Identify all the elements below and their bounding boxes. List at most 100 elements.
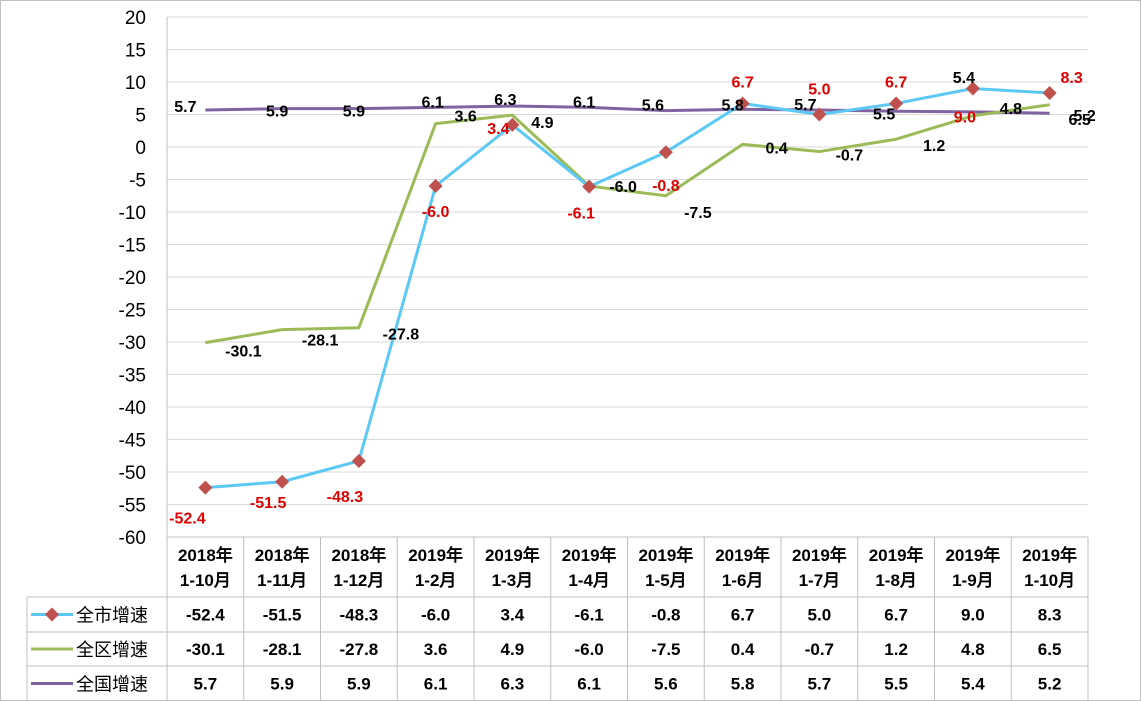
x-tick-label-year: 2019年 [715, 545, 770, 565]
data-label: 5.7 [794, 97, 816, 114]
data-point-marker [812, 107, 827, 122]
y-tick-label: 10 [125, 73, 146, 94]
y-tick-label: -10 [119, 203, 146, 224]
x-tick-label-year: 2018年 [331, 545, 386, 565]
data-label: 5.0 [808, 82, 830, 99]
y-tick-label: -50 [119, 463, 146, 484]
series-lines [198, 81, 1057, 495]
data-label: 5.6 [642, 98, 664, 115]
data-label: -51.5 [250, 495, 287, 512]
x-tick-label-year: 2019年 [945, 545, 1000, 565]
data-label: -0.7 [836, 148, 864, 165]
x-tick-label-year: 2019年 [408, 545, 463, 565]
data-label: 6.7 [885, 74, 907, 91]
table-cell-value: 6.1 [577, 675, 601, 694]
y-axis: 20 15 10 5 0 -5 -10 -15 -20 -25 -30 -35 -40 -45 -50 -55… [119, 8, 146, 549]
table-cell-value: -0.8 [651, 606, 680, 625]
data-label: 0.4 [766, 140, 788, 157]
table-cell-value: 5.6 [654, 675, 678, 694]
x-tick-label-period: 1-9月 [952, 571, 994, 590]
y-tick-label: 0 [135, 138, 146, 159]
table-cell-value: 3.4 [501, 606, 525, 625]
x-tick-label-period: 1-8月 [875, 571, 917, 590]
table-cell-value: 9.0 [961, 606, 985, 625]
series-line [205, 104, 1050, 115]
data-point-marker [351, 453, 366, 468]
table-cell-value: 5.5 [884, 675, 908, 694]
table-cell-value: 4.8 [961, 640, 985, 659]
data-point-marker [1042, 86, 1057, 101]
x-tick-label-year: 2019年 [1022, 545, 1077, 565]
y-tick-label: 5 [135, 106, 146, 127]
x-tick-label-period: 1-7月 [799, 571, 841, 590]
data-label: -52.4 [169, 511, 206, 528]
data-label: 9.0 [954, 110, 976, 127]
y-tick-label: -25 [119, 301, 146, 322]
table-cell-value: 8.3 [1038, 606, 1062, 625]
x-tick-label-period: 1-2月 [415, 571, 457, 590]
x-tick-label-period: 1-6月 [722, 571, 764, 590]
data-point-marker [198, 480, 213, 495]
data-labels: -52.4 -51.5 -48.3 -6.0 3.4 -6.1 -0.8 6.7 5.0 6.7 9… [169, 70, 1096, 528]
table-cell-value: -52.4 [186, 606, 225, 625]
table-cell-value: 6.3 [501, 675, 525, 694]
y-tick-label: 20 [125, 8, 146, 29]
data-point-marker [889, 96, 904, 111]
x-tick-label-period: 1-12月 [333, 571, 384, 590]
data-label: 5.7 [174, 99, 196, 116]
y-tick-label: -55 [119, 496, 146, 517]
data-label: 6.5 [1069, 112, 1091, 129]
table-cell-value: -28.1 [263, 640, 302, 659]
y-tick-label: -5 [129, 171, 146, 192]
data-label: 3.4 [487, 121, 509, 138]
table-cell-value: 5.4 [961, 675, 985, 694]
x-tick-label-period: 1-3月 [492, 571, 534, 590]
table-cell-value: -0.7 [805, 640, 834, 659]
data-label: -6.0 [422, 204, 450, 221]
y-tick-label: 15 [125, 41, 146, 62]
table-cell-value: -27.8 [340, 640, 379, 659]
y-tick-label: -20 [119, 268, 146, 289]
table-cell-value: 6.7 [731, 606, 755, 625]
data-label: 5.2 [1074, 108, 1096, 125]
data-point-marker [735, 96, 750, 111]
x-tick-label-period: 1-10月 [1024, 571, 1075, 590]
series-line [205, 103, 1050, 345]
table-cell-value: -6.1 [574, 606, 603, 625]
x-tick-label-year: 2019年 [638, 545, 693, 565]
series-line [205, 87, 1050, 490]
data-label: 4.9 [531, 115, 553, 132]
x-tick-label-period: 1-11月 [257, 571, 307, 590]
data-label: 4.8 [1000, 101, 1022, 118]
data-label: -0.8 [652, 178, 680, 195]
data-label: -27.8 [383, 327, 420, 344]
legend-diamond-marker [45, 607, 59, 622]
data-point-marker [582, 179, 597, 194]
data-label: -7.5 [684, 205, 712, 222]
x-tick-label-year: 2018年 [255, 545, 310, 565]
x-tick-label-period: 1-4月 [568, 571, 610, 590]
table-cell-value: 0.4 [731, 640, 755, 659]
y-tick-label: -40 [119, 398, 146, 419]
data-point-marker [965, 81, 980, 96]
table-cell-value: 6.7 [884, 606, 908, 625]
y-tick-label: -30 [119, 333, 146, 354]
table-cell-value: 5.7 [194, 675, 218, 694]
data-label: 6.7 [732, 74, 754, 91]
table-cell-value: 6.5 [1038, 640, 1062, 659]
data-label: 5.9 [266, 104, 288, 121]
y-tick-label: -60 [119, 528, 146, 549]
table-cell-value: -6.0 [574, 640, 603, 659]
data-label: -30.1 [225, 344, 262, 361]
table-cell-value: -48.3 [340, 606, 379, 625]
data-point-marker [505, 117, 520, 132]
table-cell-value: -51.5 [263, 606, 302, 625]
data-label: 6.3 [494, 92, 516, 109]
table-cell-value: -6.0 [421, 606, 450, 625]
data-label: 3.6 [455, 109, 477, 126]
data-table: 2018年 1-10月 2018年 1-11月 2018年 1-12月 2019年 1-2月 2… [26, 17, 1089, 701]
data-label: 6.1 [422, 94, 444, 111]
data-label: -28.1 [302, 333, 339, 350]
table-cell-value: 5.9 [270, 675, 294, 694]
